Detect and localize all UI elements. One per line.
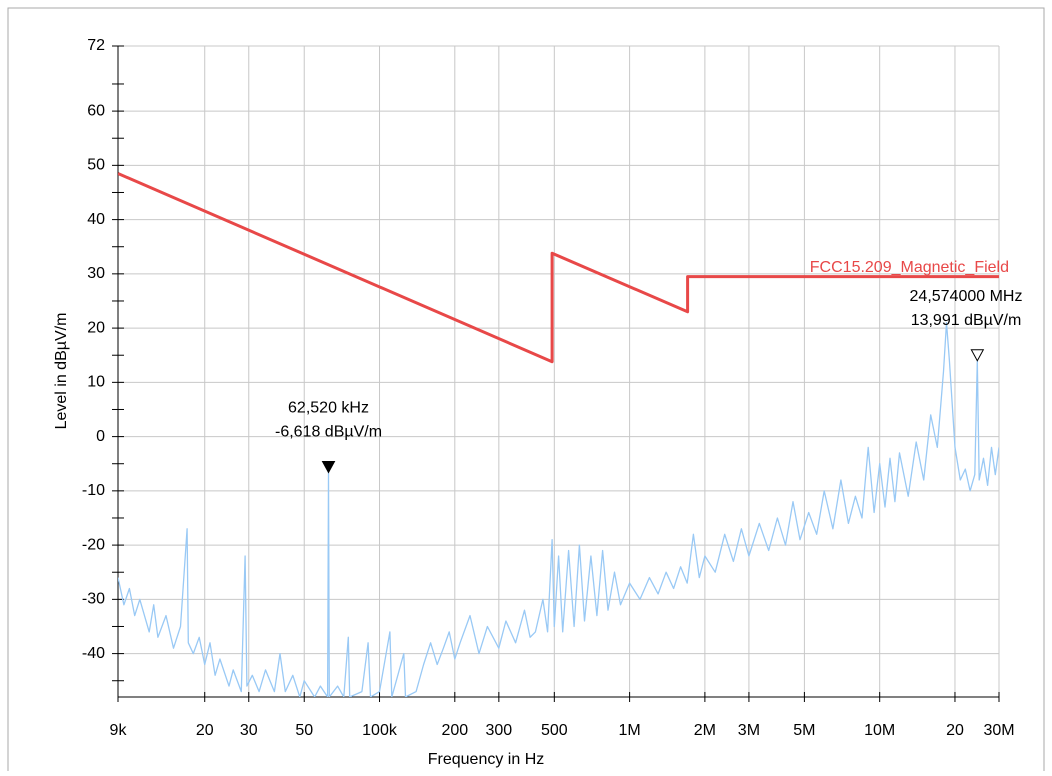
series-line (118, 322, 999, 697)
marker-frequency: 24,574000 MHz (910, 288, 1023, 305)
x-tick-label: 100k (362, 722, 398, 739)
x-tick-label: 20 (196, 722, 214, 739)
marker-level: -6,618 dBµV/m (275, 424, 382, 441)
series-label: FCC15.209_Magnetic_Field (810, 259, 1009, 276)
x-tick-label: 9k (110, 722, 128, 739)
x-tick-label: 300 (485, 722, 512, 739)
x-tick-label: 30 (240, 722, 258, 739)
y-axis-title: Level in dBµV/m (53, 313, 70, 430)
marker (970, 349, 985, 362)
y-tick-label: 0 (96, 428, 105, 445)
x-tick-label: 2M (694, 722, 716, 739)
y-tick-label: -20 (82, 536, 105, 553)
x-tick-label: 50 (295, 722, 313, 739)
x-tick-label: 10M (864, 722, 895, 739)
marker-level: 13,991 dBµV/m (911, 312, 1022, 329)
x-tick-label: 500 (541, 722, 568, 739)
marker-frequency: 62,520 kHz (288, 400, 369, 417)
x-tick-label: 3M (738, 722, 760, 739)
y-tick-label: 30 (87, 265, 105, 282)
y-tick-label: 60 (87, 102, 105, 119)
y-tick-label: 72 (87, 37, 105, 54)
y-tick-label: 40 (87, 211, 105, 228)
x-tick-label: 200 (441, 722, 468, 739)
y-tick-label: -40 (82, 645, 105, 662)
y-tick-label: -10 (82, 482, 105, 499)
marker (321, 461, 336, 474)
x-tick-label: 30M (983, 722, 1014, 739)
y-tick-label: 10 (87, 374, 105, 391)
x-tick-label: 20 (946, 722, 964, 739)
x-tick-label: 1M (618, 722, 640, 739)
x-tick-label: 5M (793, 722, 815, 739)
series-line (118, 172, 999, 364)
y-tick-label: -30 (82, 591, 105, 608)
y-tick-label: 20 (87, 319, 105, 336)
x-axis-title: Frequency in Hz (428, 751, 545, 768)
frame (7, 7, 1045, 776)
y-tick-label: 50 (87, 157, 105, 174)
